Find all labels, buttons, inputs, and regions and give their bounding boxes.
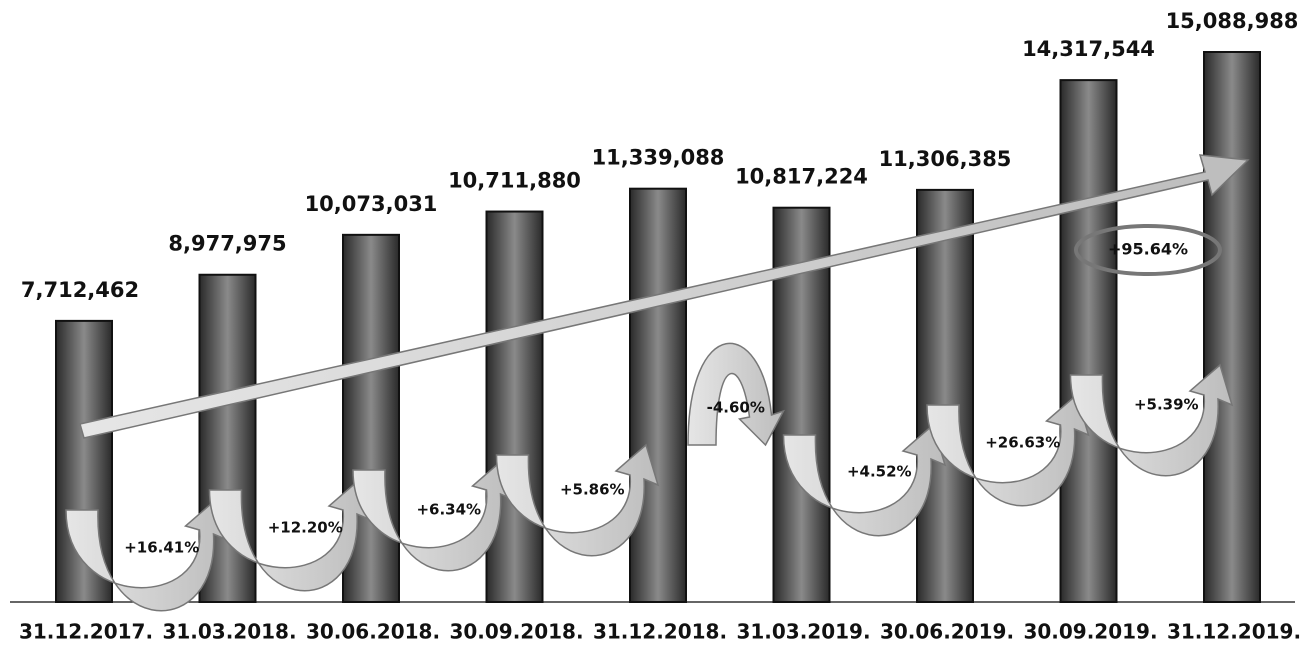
change-arrow — [65, 498, 229, 612]
value-label: 10,817,224 — [735, 165, 868, 189]
bar — [1203, 51, 1261, 603]
value-label: 7,712,462 — [21, 278, 139, 302]
value-label: 10,711,880 — [448, 169, 581, 193]
bar — [1059, 79, 1118, 604]
change-arrow — [1069, 363, 1234, 477]
total-ellipse — [1074, 224, 1222, 276]
change-arrow — [687, 342, 786, 447]
change-label: +5.86% — [560, 481, 625, 499]
total-change: +95.64% — [1108, 240, 1188, 259]
change-arrow — [782, 423, 947, 537]
change-arrow — [495, 443, 660, 557]
value-label: 15,088,988 — [1166, 9, 1299, 33]
category-label: 31.12.2019. — [1167, 620, 1300, 644]
change-label: +4.52% — [847, 463, 912, 481]
change-label: +5.39% — [1134, 396, 1199, 414]
bar — [629, 187, 687, 603]
change-label: -4.60% — [707, 399, 765, 417]
bar — [916, 188, 974, 604]
value-label: 11,339,088 — [592, 146, 725, 170]
change-label: +26.63% — [985, 434, 1060, 452]
category-label: 31.03.2018. — [162, 620, 296, 644]
value-label: 14,317,544 — [1022, 37, 1155, 61]
category-label: 30.06.2018. — [306, 620, 440, 644]
change-label: +12.20% — [268, 519, 343, 537]
trend-arrow — [79, 154, 1250, 439]
change-arrow — [926, 393, 1090, 507]
change-label: +6.34% — [416, 501, 481, 519]
category-label: 30.09.2019. — [1023, 620, 1157, 644]
value-label: 11,306,385 — [879, 147, 1012, 171]
value-label: 10,073,031 — [305, 192, 438, 216]
change-label: +16.41% — [124, 539, 199, 557]
category-label: 31.03.2019. — [736, 620, 870, 644]
value-label: 8,977,975 — [168, 232, 286, 256]
category-label: 31.12.2017. — [19, 620, 153, 644]
change-arrow — [208, 478, 373, 592]
category-label: 30.06.2019. — [880, 620, 1014, 644]
category-label: 31.12.2018. — [593, 620, 727, 644]
bar — [342, 233, 400, 603]
category-label: 30.09.2018. — [449, 620, 583, 644]
bar — [485, 210, 544, 604]
